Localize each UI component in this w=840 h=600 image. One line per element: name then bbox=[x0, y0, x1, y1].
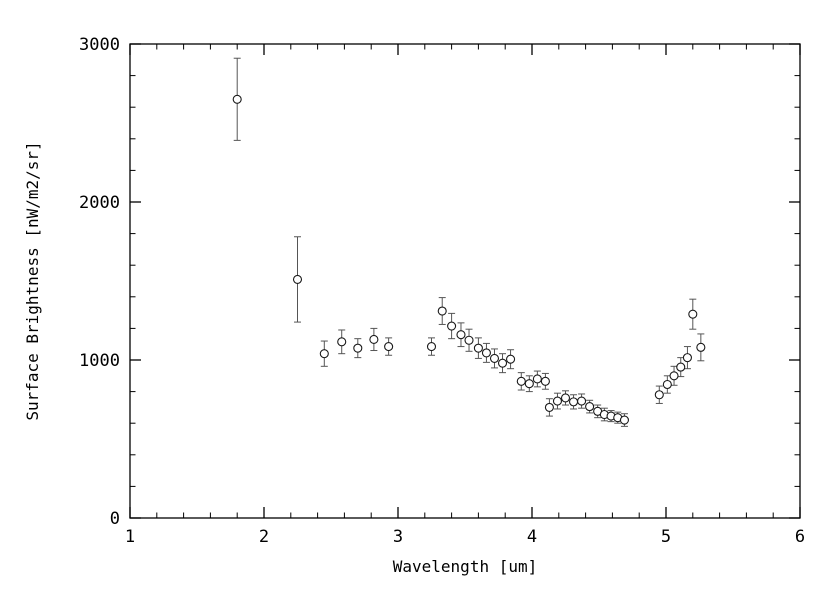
data-point-marker bbox=[384, 342, 394, 352]
data-point-marker bbox=[669, 371, 679, 381]
x-tick-label: 1 bbox=[125, 527, 135, 547]
y-axis: 0 1000 2000 3000 bbox=[79, 35, 800, 529]
data-point-marker bbox=[619, 415, 630, 425]
data-point-marker bbox=[464, 335, 474, 345]
x-tick-label: 2 bbox=[259, 527, 269, 547]
data-point-marker bbox=[524, 379, 534, 389]
y-tick-label: 0 bbox=[110, 509, 120, 529]
data-point-marker bbox=[319, 349, 329, 359]
data-point-marker bbox=[426, 342, 437, 352]
x-tick-label: 4 bbox=[527, 527, 537, 547]
data-points bbox=[232, 94, 706, 425]
x-tick-label: 6 bbox=[795, 527, 805, 547]
data-point-marker bbox=[481, 348, 491, 358]
data-point-marker bbox=[540, 376, 550, 386]
y-axis-title: Surface Brightness [nW/m2/sr] bbox=[23, 141, 42, 420]
data-point-marker bbox=[516, 376, 526, 386]
x-axis: 1 2 3 4 5 6 bbox=[125, 44, 805, 547]
data-point-marker bbox=[337, 337, 347, 347]
y-tick-label: 2000 bbox=[79, 193, 120, 213]
data-point-marker bbox=[292, 274, 303, 284]
data-point-marker bbox=[489, 353, 500, 363]
x-axis-title: Wavelength [um] bbox=[393, 557, 538, 576]
data-point-marker bbox=[585, 402, 595, 412]
data-point-marker bbox=[437, 306, 447, 316]
data-point-marker bbox=[532, 374, 542, 384]
data-point-marker bbox=[682, 353, 692, 363]
data-point-marker bbox=[497, 358, 508, 368]
data-point-marker bbox=[654, 390, 664, 400]
error-bars bbox=[233, 57, 705, 427]
plot-frame bbox=[129, 43, 801, 519]
data-point-marker bbox=[473, 343, 483, 353]
data-point-marker bbox=[552, 396, 563, 406]
data-point-marker bbox=[447, 321, 457, 331]
data-point-marker bbox=[568, 397, 579, 407]
y-tick-label: 3000 bbox=[79, 35, 120, 55]
data-point-marker bbox=[456, 330, 466, 340]
data-point-marker bbox=[662, 379, 672, 390]
data-point-marker bbox=[232, 94, 242, 104]
x-tick-label: 5 bbox=[661, 527, 671, 547]
data-point-marker bbox=[688, 309, 698, 319]
data-point-marker bbox=[696, 342, 706, 352]
data-point-marker bbox=[577, 396, 587, 406]
data-point-marker bbox=[676, 362, 686, 372]
data-point-marker bbox=[369, 334, 379, 345]
data-point-marker bbox=[506, 354, 516, 364]
data-point-marker bbox=[560, 393, 571, 403]
axes bbox=[129, 43, 801, 519]
x-tick-label: 3 bbox=[393, 527, 403, 547]
data-point-marker bbox=[353, 343, 363, 353]
data-point-marker bbox=[544, 402, 554, 412]
y-tick-label: 1000 bbox=[79, 351, 120, 371]
